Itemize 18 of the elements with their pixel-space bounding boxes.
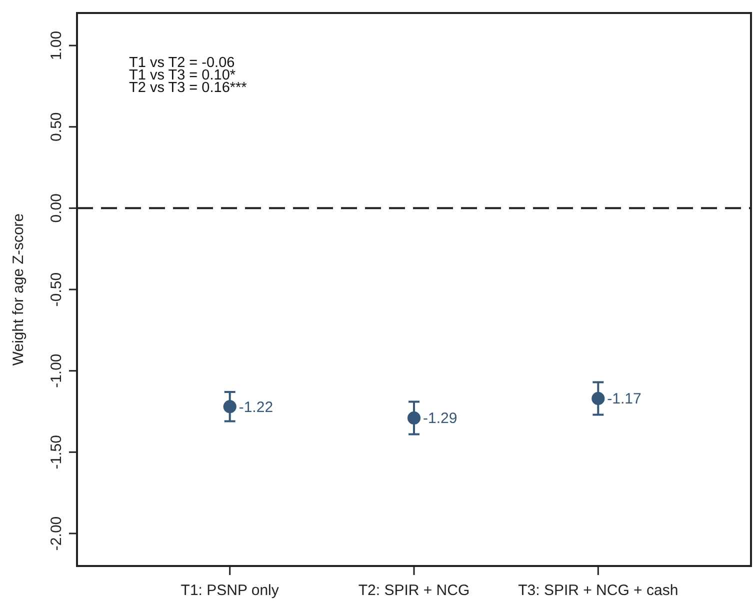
y-tick-label: 0.00 <box>48 194 65 223</box>
y-tick-label: -1.00 <box>48 354 65 388</box>
x-tick-label: T3: SPIR + NCG + cash <box>518 582 678 599</box>
point <box>407 411 421 425</box>
y-tick-label: -2.00 <box>48 516 65 551</box>
y-axis-title: Weight for age Z-score <box>10 213 27 366</box>
x-tick-label: T1: PSNP only <box>180 582 280 599</box>
point <box>592 392 605 406</box>
data-label: -1.17 <box>607 390 642 408</box>
data-label: -1.29 <box>423 410 458 428</box>
annotation: T2 vs T3 = 0.16*** <box>129 80 248 96</box>
y-tick-label: 1.00 <box>48 30 65 60</box>
x-tick-label: T2: SPIR + NCG <box>358 582 470 599</box>
y-tick-label: -1.50 <box>48 435 65 470</box>
point <box>223 400 236 414</box>
y-tick-label: -0.50 <box>48 272 65 307</box>
data-label: -1.22 <box>238 398 274 416</box>
y-tick-label: 0.50 <box>48 112 65 142</box>
